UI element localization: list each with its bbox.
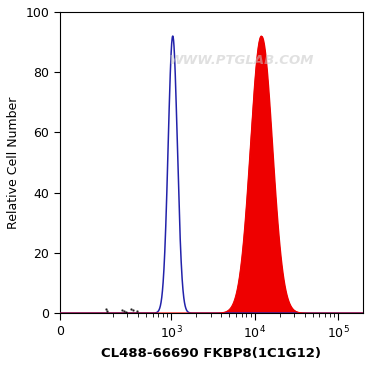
Y-axis label: Relative Cell Number: Relative Cell Number [7,96,20,229]
Text: WWW.PTGLAB.COM: WWW.PTGLAB.COM [169,54,314,67]
X-axis label: CL488-66690 FKBP8(1C1G12): CL488-66690 FKBP8(1C1G12) [101,347,322,360]
